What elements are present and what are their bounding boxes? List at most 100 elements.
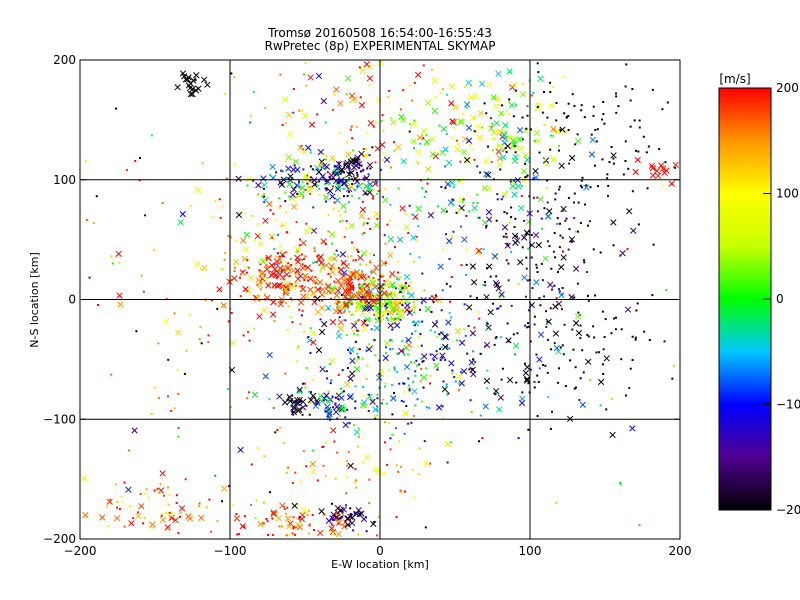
data-point-dot	[327, 230, 330, 233]
data-point-cross	[440, 207, 447, 214]
data-point-dot	[360, 286, 363, 289]
data-point-dot	[456, 339, 459, 342]
data-point-dot	[525, 232, 528, 235]
data-point-dot	[603, 122, 606, 125]
data-point-dot	[489, 116, 492, 119]
data-point-cross	[525, 218, 532, 225]
data-point-cross	[610, 219, 617, 226]
data-point-dot	[223, 258, 226, 261]
data-point-dot	[408, 123, 411, 126]
data-point-cross	[353, 158, 360, 165]
data-point-dot	[601, 158, 604, 161]
data-point-dot	[418, 256, 421, 259]
data-point-cross	[475, 122, 482, 130]
data-point-cross	[276, 271, 283, 278]
data-point-dot	[121, 500, 124, 503]
data-point-dot	[318, 193, 321, 196]
data-point-dot	[258, 233, 261, 236]
data-point-dot	[305, 366, 308, 369]
data-point-dot	[411, 468, 414, 471]
data-point-dot	[346, 256, 349, 259]
data-point-dot	[154, 386, 157, 389]
data-point-dot	[601, 363, 604, 366]
data-point-dot	[484, 281, 487, 284]
data-point-dot	[414, 306, 417, 309]
data-point-dot	[535, 266, 538, 269]
data-point-dot	[255, 499, 258, 502]
data-point-dot	[542, 364, 545, 367]
data-point-cross	[506, 134, 513, 141]
data-point-dot	[374, 354, 377, 357]
data-point-cross	[360, 250, 367, 257]
data-point-cross	[149, 521, 156, 528]
data-point-cross	[440, 125, 447, 133]
data-point-dot	[345, 140, 348, 143]
data-point-dot	[299, 186, 302, 189]
data-point-dot	[434, 294, 437, 297]
data-point-dot	[387, 286, 390, 289]
data-point-dot	[177, 392, 180, 395]
data-point-dot	[280, 249, 283, 252]
data-point-cross	[348, 284, 355, 291]
data-point-dot	[331, 177, 334, 180]
data-point-dot	[115, 107, 118, 110]
data-point-dot	[445, 345, 448, 348]
data-point-dot	[262, 501, 265, 504]
data-point-cross	[270, 509, 277, 516]
data-point-cross	[324, 403, 331, 410]
data-point-dot	[459, 225, 462, 228]
data-point-cross	[342, 293, 349, 300]
data-point-dot	[525, 267, 528, 270]
data-point-dot	[545, 163, 548, 166]
chart-title: Tromsø 20160508 16:54:00-16:55:43	[267, 26, 492, 40]
data-point-dot	[205, 506, 208, 509]
data-point-dot	[365, 377, 368, 380]
data-point-cross	[82, 511, 89, 519]
data-point-dot	[330, 379, 333, 382]
data-point-dot	[372, 195, 375, 198]
data-point-dot	[246, 184, 249, 187]
data-point-dot	[389, 348, 392, 351]
data-point-dot	[595, 351, 598, 354]
data-point-dot	[476, 193, 479, 196]
data-point-dot	[393, 366, 396, 369]
data-point-dot	[624, 394, 627, 397]
data-point-dot	[160, 514, 163, 517]
data-point-dot	[242, 334, 245, 337]
data-point-dot	[417, 345, 420, 348]
data-point-dot	[292, 516, 295, 519]
data-point-dot	[376, 393, 379, 396]
x-tick-label: 200	[669, 544, 692, 558]
data-point-dot	[537, 71, 540, 74]
data-point-dot	[287, 305, 290, 308]
data-point-dot	[298, 308, 301, 311]
data-point-dot	[211, 215, 214, 218]
data-point-dot	[583, 203, 586, 206]
data-point-dot	[366, 364, 369, 367]
data-point-cross	[410, 234, 417, 241]
data-point-dot	[337, 182, 340, 185]
data-point-dot	[533, 315, 536, 318]
data-point-cross	[380, 259, 387, 267]
data-point-dot	[425, 190, 428, 193]
data-point-dot	[601, 118, 604, 121]
data-point-dot	[658, 148, 661, 151]
data-point-dot	[352, 149, 355, 152]
data-point-dot	[633, 119, 636, 122]
data-point-dot	[376, 217, 379, 220]
data-point-dot	[494, 393, 497, 396]
data-point-dot	[336, 303, 339, 306]
data-point-dot	[532, 196, 535, 199]
data-point-dot	[502, 235, 505, 238]
data-point-dot	[145, 488, 148, 491]
data-point-dot	[371, 345, 374, 348]
data-point-dot	[298, 180, 301, 183]
data-point-cross	[333, 514, 340, 521]
data-point-cross	[568, 236, 576, 243]
data-point-dot	[396, 371, 399, 374]
data-point-dot	[329, 382, 332, 385]
data-point-dot	[390, 294, 393, 297]
data-point-dot	[559, 128, 562, 131]
data-point-dot	[343, 163, 346, 166]
data-point-dot	[156, 488, 159, 491]
